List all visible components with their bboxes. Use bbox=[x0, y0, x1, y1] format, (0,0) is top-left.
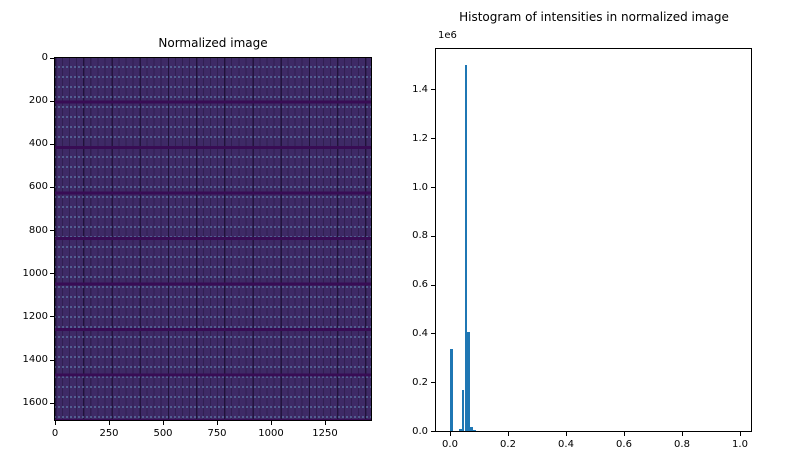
left-plot-y-tick-label: 0 bbox=[41, 52, 48, 63]
right-plot-y-tick-label: 1.2 bbox=[412, 132, 428, 144]
right-plot-y-tick-label: 0.8 bbox=[412, 230, 428, 242]
right-plot-title: Histogram of intensities in normalized i… bbox=[459, 10, 729, 24]
tick-mark bbox=[431, 138, 435, 140]
tick-mark bbox=[324, 421, 326, 425]
tick-mark bbox=[50, 316, 54, 318]
tick-mark bbox=[431, 382, 435, 384]
tick-mark bbox=[431, 284, 435, 286]
tick-mark bbox=[449, 432, 451, 436]
tick-mark bbox=[681, 432, 683, 436]
right-plot-x-tick-label: 0.2 bbox=[500, 439, 516, 450]
left-plot-x-tick-label: 500 bbox=[153, 428, 173, 439]
tick-mark bbox=[431, 431, 435, 432]
tick-mark bbox=[50, 273, 54, 275]
tick-mark bbox=[431, 235, 435, 237]
tick-mark bbox=[270, 421, 272, 425]
right-plot-x-tick-label: 0.0 bbox=[442, 439, 458, 450]
tick-mark bbox=[623, 432, 625, 436]
left-plot-y-tick-label: 200 bbox=[28, 95, 48, 107]
histogram-bar bbox=[458, 429, 462, 431]
tick-mark bbox=[431, 333, 435, 335]
right-plot-y-tick-label: 1.0 bbox=[412, 181, 428, 193]
right-plot-y-tick-label: 1.4 bbox=[412, 83, 428, 95]
tick-mark bbox=[162, 421, 164, 425]
tick-mark bbox=[216, 421, 218, 425]
left-plot-y-tick-label: 1400 bbox=[22, 354, 48, 366]
tick-mark bbox=[431, 89, 435, 91]
tick-mark bbox=[431, 187, 435, 188]
right-plot-x-tick-label: 1.0 bbox=[732, 439, 748, 450]
left-plot-x-tick-label: 0 bbox=[51, 428, 59, 439]
right-plot-x-tick-label: 0.8 bbox=[674, 439, 690, 450]
histogram-bar bbox=[464, 65, 468, 431]
right-plot-x-tick-label: 0.4 bbox=[558, 439, 574, 450]
tick-mark bbox=[108, 421, 110, 425]
tick-mark bbox=[50, 100, 54, 102]
histogram-plot bbox=[435, 48, 752, 432]
left-plot-x-tick-label: 1250 bbox=[312, 428, 338, 439]
histogram-bar bbox=[461, 389, 465, 431]
histogram-bar bbox=[467, 332, 471, 431]
left-plot-y-tick-label: 600 bbox=[28, 181, 48, 193]
left-plot-x-tick-label: 750 bbox=[207, 428, 227, 439]
y-axis-offset-label: 1e6 bbox=[438, 30, 457, 41]
histogram-bar bbox=[473, 429, 477, 431]
left-plot-y-tick-label: 800 bbox=[28, 224, 48, 236]
left-plot-x-tick-label: 250 bbox=[99, 428, 119, 439]
right-plot-y-tick-label: 0.6 bbox=[412, 279, 428, 291]
tick-mark bbox=[50, 186, 54, 188]
left-plot-title: Normalized image bbox=[158, 36, 268, 50]
tick-mark bbox=[507, 432, 509, 436]
normalized-image-plot bbox=[54, 57, 372, 421]
histogram-bar bbox=[470, 426, 474, 431]
tick-mark bbox=[50, 359, 54, 361]
tick-mark bbox=[50, 57, 54, 59]
left-plot-y-tick-label: 1000 bbox=[22, 267, 48, 279]
tick-mark bbox=[739, 432, 741, 436]
tick-mark bbox=[565, 432, 567, 436]
right-plot-y-tick-label: 0.0 bbox=[412, 425, 428, 437]
histogram-bar bbox=[450, 349, 453, 431]
left-plot-y-tick-label: 400 bbox=[28, 138, 48, 150]
tick-mark bbox=[54, 421, 56, 425]
left-plot-y-tick-label: 1600 bbox=[22, 397, 48, 409]
right-plot-x-tick-label: 0.6 bbox=[616, 439, 632, 450]
right-plot-y-tick-label: 0.4 bbox=[412, 327, 428, 339]
right-plot-y-tick-label: 0.2 bbox=[412, 376, 428, 388]
tick-mark bbox=[50, 143, 54, 145]
left-plot-x-tick-label: 1000 bbox=[258, 428, 284, 439]
left-plot-y-tick-label: 1200 bbox=[22, 310, 48, 322]
tick-mark bbox=[50, 230, 54, 232]
tick-mark bbox=[50, 402, 54, 404]
